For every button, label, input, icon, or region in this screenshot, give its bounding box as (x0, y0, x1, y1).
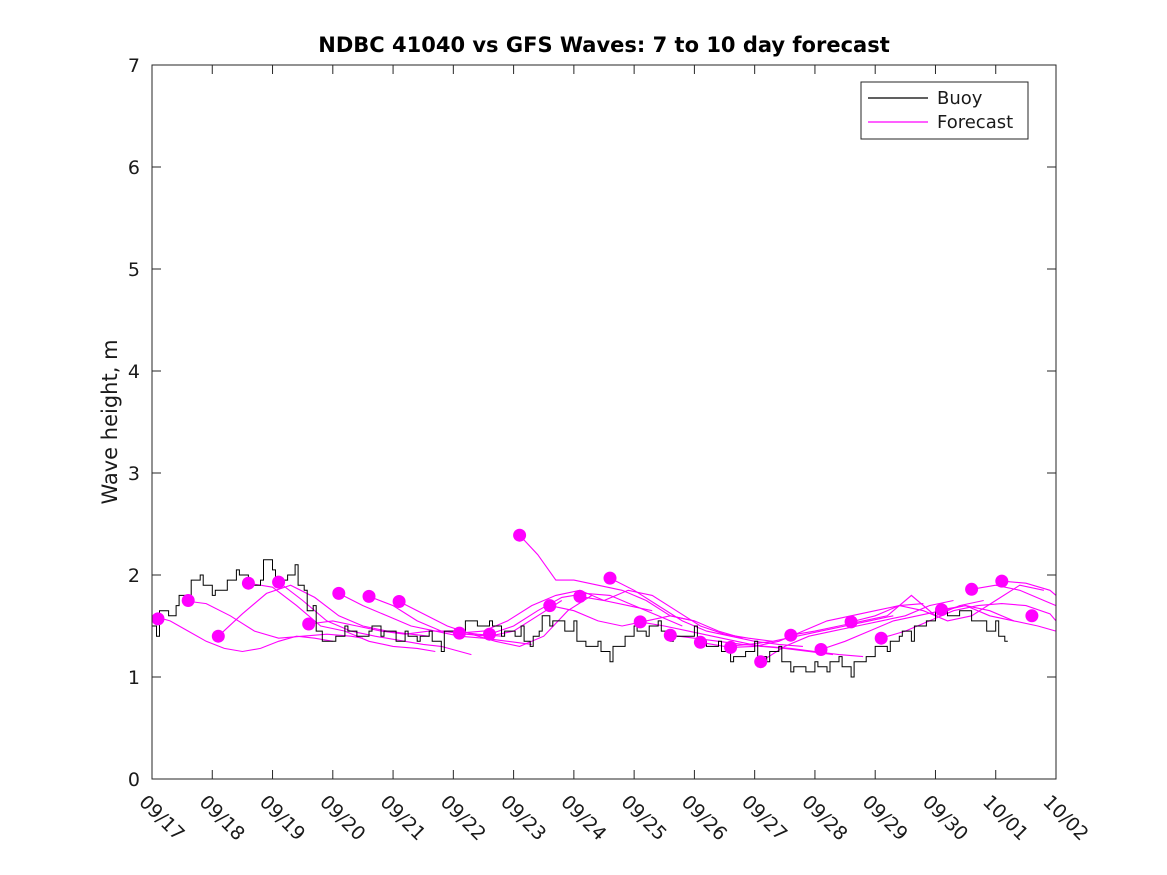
forecast-marker (784, 628, 798, 642)
forecast-line (151, 615, 333, 653)
forecast-marker (302, 617, 316, 631)
plot-area (152, 65, 1056, 779)
buoy-line (152, 559, 1008, 678)
forecast-marker (724, 640, 738, 654)
forecast-marker (483, 627, 496, 641)
forecast-line (338, 592, 532, 645)
forecast-marker (392, 595, 406, 608)
forecast-marker (603, 571, 617, 585)
forecast-marker (573, 589, 587, 603)
forecast-marker (452, 626, 466, 640)
forecast-marker (814, 643, 828, 656)
forecast-line (1001, 580, 1057, 596)
forecast-marker (995, 574, 1009, 588)
data-layer (151, 528, 1057, 678)
y-tick-label: 5 (128, 259, 140, 281)
legend-box (860, 81, 1029, 140)
forecast-line (941, 605, 1057, 632)
y-tick-label: 2 (128, 565, 140, 587)
forecast-marker (241, 576, 255, 590)
forecast-marker (663, 628, 677, 642)
forecast-line (519, 534, 695, 622)
forecast-marker (874, 631, 888, 645)
legend-forecast-label: Forecast (937, 112, 1013, 133)
forecast-marker (633, 615, 647, 629)
forecast-line (579, 589, 773, 642)
forecast-line (489, 592, 683, 635)
forecast-marker (754, 655, 768, 669)
y-tick-label: 4 (128, 361, 140, 383)
y-tick-label: 0 (128, 769, 140, 791)
forecast-line (730, 603, 924, 648)
forecast-marker (935, 603, 948, 617)
forecast-line (971, 584, 1057, 607)
forecast-line (640, 621, 834, 656)
y-tick-label: 7 (128, 55, 140, 77)
forecast-line (398, 594, 593, 647)
forecast-marker (513, 528, 527, 542)
chart-title: NDBC 41040 vs GFS Waves: 7 to 10 day for… (318, 33, 889, 57)
forecast-marker (693, 635, 707, 649)
forecast-marker (543, 599, 557, 613)
forecast-marker (362, 589, 376, 603)
y-tick-label: 3 (128, 463, 140, 485)
legend: Buoy Forecast (860, 81, 1029, 140)
forecast-line (881, 603, 1057, 639)
y-tick-labels: 0 1 2 3 4 5 6 7 (128, 55, 140, 791)
forecast-line (760, 599, 954, 663)
y-tick-label: 1 (128, 667, 140, 689)
legend-buoy-label: Buoy (937, 88, 983, 109)
y-axis-label: Wave height, m (98, 339, 122, 504)
forecast-line (850, 584, 1045, 623)
forecast-line (182, 599, 363, 639)
forecast-marker (965, 582, 979, 596)
axes-box (151, 64, 1057, 780)
forecast-marker (844, 615, 858, 629)
forecast-line (278, 581, 472, 656)
y-tick-label: 6 (128, 157, 140, 179)
forecast-marker (211, 629, 225, 643)
tick-layer (151, 64, 1057, 780)
forecast-marker (1025, 609, 1039, 623)
forecast-line (459, 589, 653, 634)
forecast-marker (332, 586, 346, 600)
forecast-marker (181, 594, 195, 607)
forecast-marker (272, 575, 286, 589)
forecast-line (217, 584, 430, 637)
forecast-marker (151, 612, 165, 626)
